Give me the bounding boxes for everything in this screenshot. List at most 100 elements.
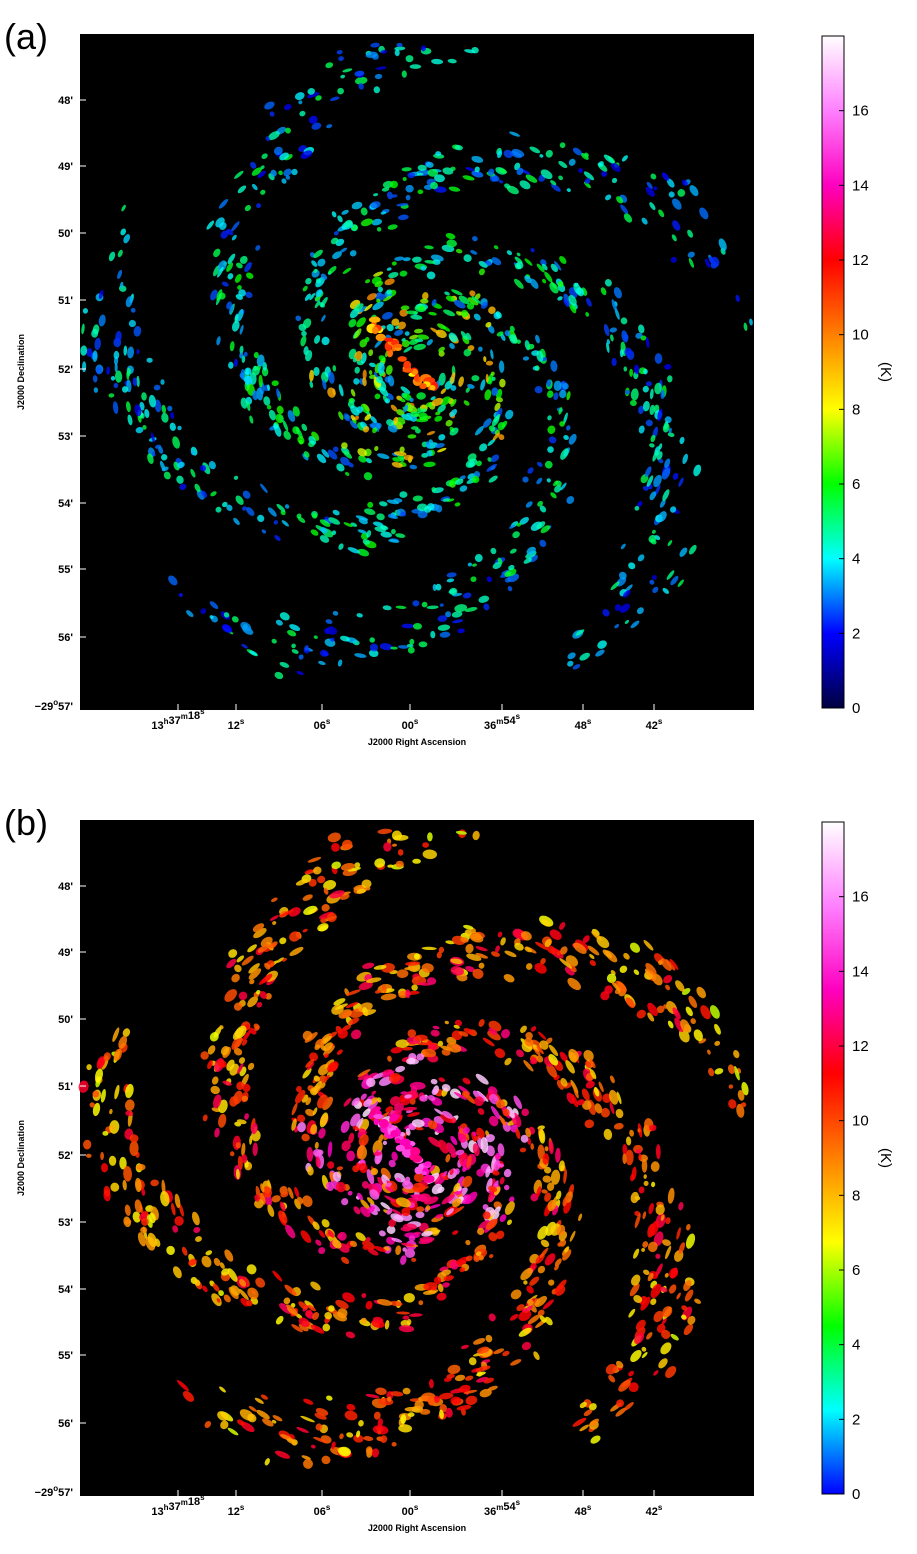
emission-clump bbox=[655, 1253, 661, 1259]
emission-clump bbox=[711, 256, 720, 267]
emission-clump bbox=[190, 450, 195, 456]
emission-clump bbox=[568, 301, 577, 314]
emission-clump bbox=[213, 1257, 221, 1267]
emission-clump bbox=[404, 331, 410, 336]
emission-clump bbox=[241, 506, 247, 511]
emission-clump bbox=[487, 1030, 501, 1041]
emission-clump bbox=[534, 963, 547, 974]
emission-clump bbox=[610, 334, 614, 342]
emission-clump bbox=[304, 645, 309, 651]
emission-clump bbox=[233, 517, 240, 525]
y-tick-label: 54' bbox=[58, 498, 73, 510]
emission-clump bbox=[375, 1387, 387, 1396]
x-tick-label: 13h37m18s bbox=[151, 707, 205, 732]
emission-clump bbox=[462, 1077, 471, 1085]
emission-clump bbox=[539, 915, 554, 927]
emission-clump bbox=[530, 1193, 539, 1202]
emission-clump bbox=[345, 1331, 356, 1339]
emission-clump bbox=[443, 309, 456, 317]
emission-clump bbox=[372, 427, 378, 434]
emission-clump bbox=[536, 521, 546, 529]
emission-clump bbox=[472, 1143, 480, 1157]
emission-clump bbox=[231, 221, 240, 232]
emission-clump bbox=[416, 1053, 425, 1061]
emission-clump bbox=[373, 271, 384, 277]
emission-clump bbox=[537, 1031, 547, 1040]
y-origin-tick-label: −29o57' bbox=[35, 1484, 74, 1499]
emission-clump bbox=[630, 620, 640, 629]
colorbar-tick-label: 0 bbox=[852, 700, 860, 717]
emission-clump bbox=[527, 467, 534, 474]
emission-clump bbox=[524, 258, 533, 266]
emission-clump bbox=[492, 562, 502, 570]
emission-clump bbox=[394, 256, 405, 261]
emission-clump bbox=[550, 492, 557, 499]
emission-clump bbox=[237, 185, 247, 194]
colorbar-tick-label: 6 bbox=[852, 1262, 860, 1279]
emission-clump bbox=[472, 236, 478, 242]
emission-clump bbox=[315, 1423, 323, 1431]
emission-clump bbox=[476, 460, 482, 467]
emission-clump bbox=[302, 285, 308, 292]
emission-clump bbox=[516, 252, 521, 257]
emission-clump bbox=[249, 415, 254, 424]
emission-clump bbox=[260, 936, 273, 948]
emission-clump bbox=[314, 1413, 327, 1420]
emission-clump bbox=[708, 1067, 715, 1077]
emission-clump bbox=[349, 1240, 358, 1248]
emission-clump bbox=[374, 445, 379, 452]
emission-clump bbox=[551, 183, 561, 192]
emission-clump bbox=[344, 219, 353, 228]
emission-clump bbox=[494, 1153, 501, 1161]
emission-clump bbox=[638, 1186, 645, 1194]
emission-clump bbox=[569, 1230, 576, 1242]
emission-clump bbox=[426, 271, 436, 280]
emission-clump bbox=[638, 1153, 642, 1161]
emission-clump bbox=[283, 430, 291, 440]
emission-clump bbox=[313, 1148, 322, 1157]
emission-clump bbox=[298, 100, 303, 105]
emission-clump bbox=[667, 375, 673, 383]
emission-clump bbox=[460, 937, 469, 943]
emission-clump bbox=[547, 415, 552, 421]
emission-clump bbox=[251, 1122, 258, 1135]
emission-clump bbox=[377, 286, 383, 293]
emission-clump bbox=[176, 475, 184, 484]
emission-clump bbox=[403, 360, 412, 370]
emission-clump bbox=[268, 941, 278, 949]
emission-clump bbox=[325, 62, 334, 69]
emission-clump bbox=[465, 1255, 473, 1262]
emission-clump bbox=[478, 962, 485, 969]
emission-clump bbox=[177, 461, 185, 468]
emission-clump bbox=[650, 1220, 660, 1236]
emission-clump bbox=[646, 475, 654, 487]
emission-clump bbox=[677, 189, 686, 197]
x-tick-label: 48s bbox=[575, 717, 592, 732]
emission-clump bbox=[557, 281, 564, 288]
emission-clump bbox=[341, 1140, 351, 1152]
emission-clump bbox=[664, 458, 671, 469]
emission-clump bbox=[480, 1137, 489, 1154]
emission-clump bbox=[402, 1223, 417, 1230]
emission-clump bbox=[620, 317, 628, 325]
emission-clump bbox=[548, 1140, 554, 1155]
colorbar-tick-label: 12 bbox=[852, 252, 869, 269]
emission-clump bbox=[549, 929, 562, 940]
emission-clump bbox=[402, 177, 407, 181]
emission-clump bbox=[257, 514, 265, 523]
emission-clump bbox=[305, 1309, 313, 1318]
emission-clump bbox=[431, 299, 437, 307]
emission-clump bbox=[229, 1096, 239, 1107]
emission-clump bbox=[188, 1258, 197, 1266]
emission-clump bbox=[536, 263, 545, 273]
emission-clump bbox=[398, 1325, 415, 1333]
emission-clump bbox=[337, 87, 344, 95]
emission-clump bbox=[693, 464, 702, 477]
emission-clump bbox=[215, 217, 225, 228]
emission-clump bbox=[430, 1029, 440, 1037]
emission-clump bbox=[388, 1159, 396, 1168]
emission-clump bbox=[281, 520, 289, 527]
emission-clump bbox=[236, 1119, 247, 1125]
emission-clump bbox=[419, 1408, 431, 1415]
emission-clump bbox=[504, 950, 517, 958]
